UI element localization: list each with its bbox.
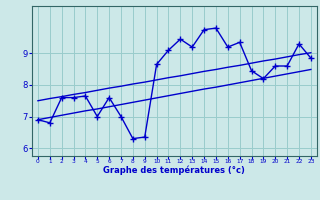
X-axis label: Graphe des températures (°c): Graphe des températures (°c) (103, 166, 245, 175)
